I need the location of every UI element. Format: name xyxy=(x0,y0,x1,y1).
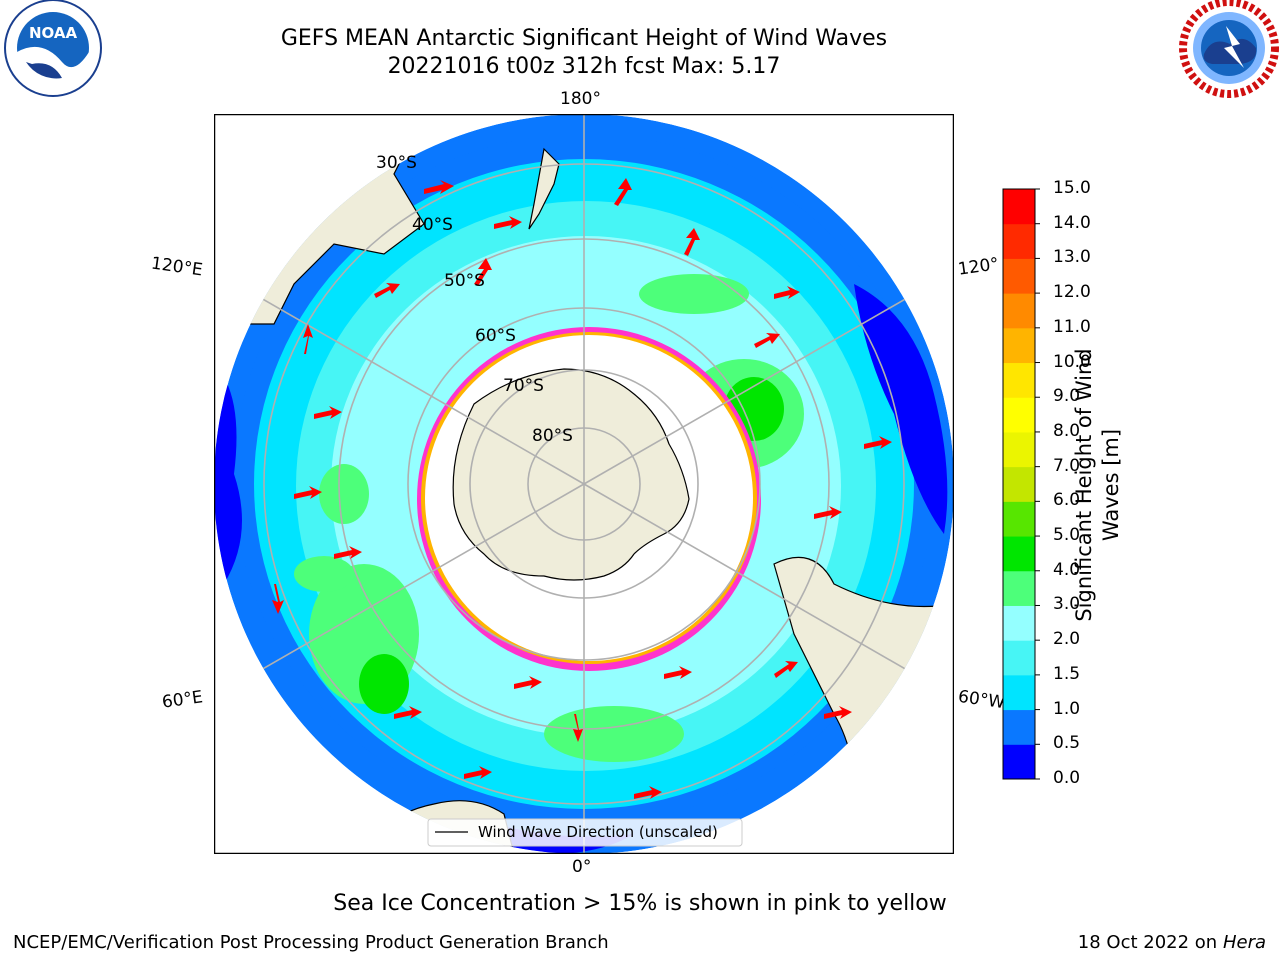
wind-arrows xyxy=(272,178,892,799)
colorbar-segment xyxy=(1003,640,1035,676)
colorbar-tick-label: 10.0 xyxy=(1053,351,1091,372)
lat-label: 70°S xyxy=(503,376,544,396)
colorbar-tick-label: 5.0 xyxy=(1053,525,1081,546)
colorbar-segment xyxy=(1003,362,1035,398)
colorbar-segment xyxy=(1003,258,1035,294)
colorbar-segment xyxy=(1003,501,1035,537)
colorbar-tick-label: 13.0 xyxy=(1053,247,1091,268)
sea-ice-note: Sea Ice Concentration > 15% is shown in … xyxy=(333,891,947,916)
noaa-logo-text: NOAA xyxy=(29,24,78,42)
colorbar-segment xyxy=(1003,744,1035,780)
colorbar-tick-label: 12.0 xyxy=(1053,282,1091,303)
chart-subtitle: 20221016 t00z 312h fcst Max: 5.17 xyxy=(387,54,781,79)
lon-label-60w: 60°W xyxy=(956,686,1007,714)
footer-date: 18 Oct 2022 on Hera xyxy=(1078,932,1266,953)
colorbar-segment xyxy=(1003,431,1035,468)
new-zealand xyxy=(528,147,560,230)
chart-title: GEFS MEAN Antarctic Significant Height o… xyxy=(280,26,888,51)
colorbar-tick-label: 15.0 xyxy=(1053,178,1091,198)
colorbar-segment xyxy=(1003,293,1035,329)
lat-label: 30°S xyxy=(376,153,417,173)
lon-label-60e: 60°E xyxy=(160,687,205,713)
colorbar xyxy=(1002,188,1040,780)
lon-label-0: 0° xyxy=(572,857,592,877)
colorbar-tick-label: 7.0 xyxy=(1053,455,1081,476)
colorbar-segment xyxy=(1003,223,1035,259)
colorbar-segment xyxy=(1003,397,1035,433)
colorbar-tick-label: 2.0 xyxy=(1053,629,1081,650)
nws-logo xyxy=(1179,0,1279,98)
colorbar-segment xyxy=(1003,327,1035,364)
colorbar-segment xyxy=(1003,570,1035,606)
colorbar-tick-label: 0.0 xyxy=(1053,768,1081,788)
colorbar-tick-label: 0.5 xyxy=(1053,733,1081,754)
colorbar-segment xyxy=(1003,709,1035,745)
lat-label: 50°S xyxy=(444,271,485,291)
lon-label-120e: 120°E xyxy=(149,253,204,281)
noaa-logo: NOAA xyxy=(4,0,102,97)
legend-text: Wind Wave Direction (unscaled) xyxy=(478,823,718,841)
footer-credit: NCEP/EMC/Verification Post Processing Pr… xyxy=(13,932,609,953)
colorbar-tick-label: 1.5 xyxy=(1053,663,1081,684)
colorbar-tick-label: 11.0 xyxy=(1053,316,1091,337)
graticule xyxy=(214,114,954,854)
lat-label: 40°S xyxy=(412,215,453,235)
colorbar-tick-label: 8.0 xyxy=(1053,420,1081,441)
lon-label-180: 180° xyxy=(560,89,601,109)
colorbar-tick-label: 3.0 xyxy=(1053,594,1081,615)
colorbar-tick-label: 9.0 xyxy=(1053,386,1081,407)
colorbar-tick-label: 4.0 xyxy=(1053,559,1081,580)
colorbar-segment xyxy=(1003,536,1035,572)
colorbar-frame xyxy=(1002,188,1036,780)
colorbar-label: Significant Height of Wind Waves [m] xyxy=(1072,348,1123,622)
colorbar-segment xyxy=(1003,674,1035,711)
lon-label-120w: 120° xyxy=(956,254,1001,280)
map-legend xyxy=(427,818,743,847)
map-panel: 30°S 40°S 50°S 60°S 70°S 80°S Wind Wave … xyxy=(214,114,954,854)
colorbar-tick-label: 14.0 xyxy=(1053,212,1091,233)
colorbar-segment xyxy=(1003,605,1035,641)
lat-label: 80°S xyxy=(532,426,573,446)
antarctica xyxy=(452,368,690,581)
colorbar-tick-label: 1.0 xyxy=(1053,698,1081,719)
footer-machine: Hera xyxy=(1222,932,1266,953)
colorbar-segment xyxy=(1003,466,1035,502)
footer-date-text: 18 Oct 2022 on xyxy=(1077,932,1218,953)
colorbar-segment xyxy=(1003,189,1035,225)
colorbar-tick-label: 6.0 xyxy=(1053,490,1081,511)
lat-label: 60°S xyxy=(475,326,516,346)
